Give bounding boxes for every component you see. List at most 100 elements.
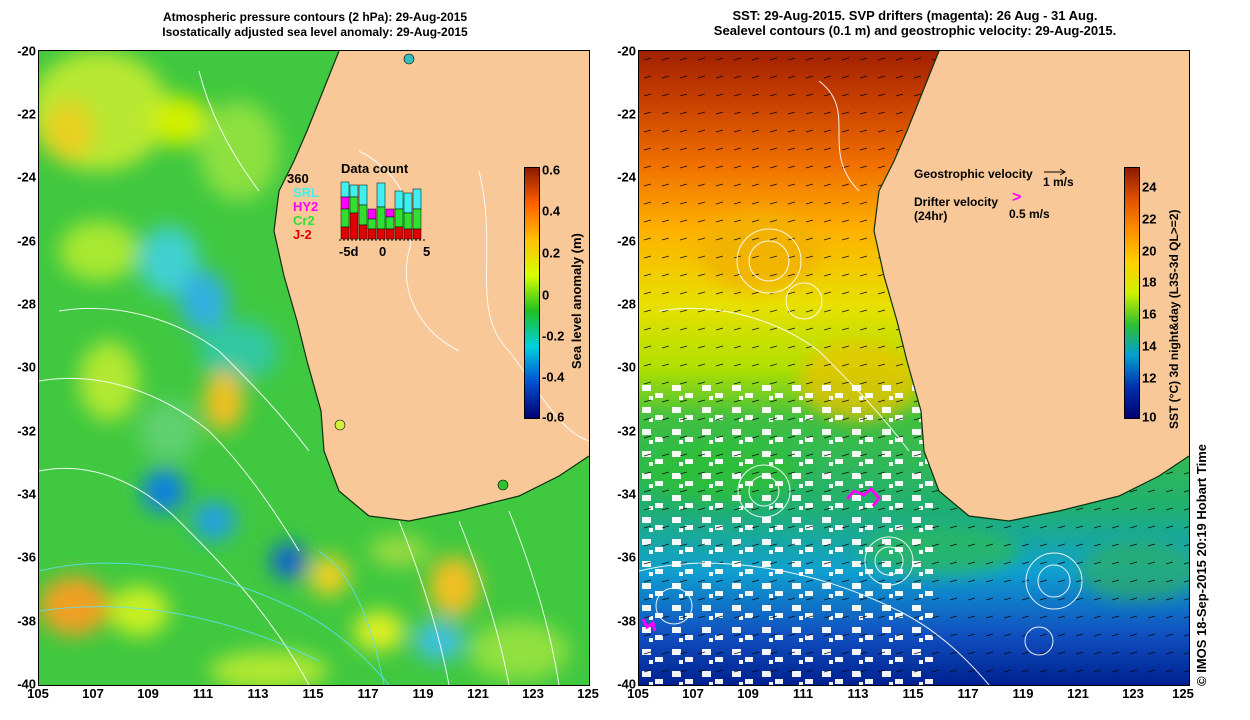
y-tick-left: -28 [17, 296, 36, 312]
sst-colorbar-label: SST (°C) 3d night&day (L3S-3d QL>=2) [1167, 209, 1181, 430]
tide-gauge-marker[interactable] [403, 53, 415, 65]
y-tick-left: -30 [17, 359, 36, 375]
x-tick-right: 113 [847, 686, 869, 701]
sea-level-colorbar [524, 167, 540, 419]
y-tick-right: -36 [617, 549, 636, 565]
x-tick-right: 109 [737, 686, 759, 701]
data-count-tick: 5 [423, 244, 431, 259]
data-count-bars [340, 181, 422, 240]
velocity-scale-arrow-icon [1044, 168, 1066, 176]
australia-landmass [274, 51, 589, 521]
right-map-title: SST: 29-Aug-2015. SVP drifters (magenta)… [640, 8, 1190, 38]
sea-level-colorbar-tick: 0 [542, 287, 550, 303]
cyan-contours [39, 550, 390, 685]
y-tick-left: -26 [17, 233, 36, 249]
y-tick-left: -40 [17, 676, 36, 692]
y-tick-right: -22 [617, 106, 636, 122]
sst-svg [639, 51, 1189, 685]
anomaly-field [39, 51, 569, 685]
y-tick-right: -38 [617, 613, 636, 629]
sst-colorbar-tick: 16 [1142, 306, 1157, 322]
sst-map[interactable]: Geostrophic velocity 1 m/s Drifter veloc… [638, 50, 1190, 686]
y-tick-left: -24 [17, 169, 36, 185]
x-tick-right: 123 [1122, 686, 1144, 701]
x-tick-left: 107 [82, 686, 104, 701]
data-count-title: Data count [341, 161, 409, 176]
sst-colorbar [1124, 167, 1140, 419]
y-tick-right: -24 [617, 169, 636, 185]
sea-level-contours [639, 80, 1083, 685]
sea-level-colorbar-tick: 0.2 [542, 245, 561, 261]
x-tick-right: 125 [1172, 686, 1194, 701]
y-tick-left: -38 [17, 613, 36, 629]
sea-level-colorbar-tick: 0.6 [542, 162, 561, 178]
tide-gauge-marker[interactable] [334, 419, 346, 431]
x-tick-left: 117 [357, 686, 379, 701]
left-title-line1: Atmospheric pressure contours (2 hPa): 2… [162, 10, 468, 24]
x-tick-left: 125 [577, 686, 599, 701]
y-tick-left: -34 [17, 486, 36, 502]
shelf-contour [873, 51, 1189, 522]
mission-label-j2: J-2 [293, 227, 312, 242]
tide-gauge-marker[interactable] [497, 479, 509, 491]
right-title-line1: SST: 29-Aug-2015. SVP drifters (magenta)… [732, 8, 1098, 23]
drifter-track[interactable] [845, 486, 881, 507]
mission-label-hy2: HY2 [293, 199, 319, 214]
sst-colorbar-tick: 18 [1142, 274, 1157, 290]
x-tick-right: 119 [1012, 686, 1034, 701]
data-count-tick: -5d [339, 244, 359, 259]
australia-landmass [874, 51, 1189, 521]
sea-level-colorbar-tick: -0.6 [542, 409, 565, 425]
drifter-track[interactable] [641, 618, 657, 632]
y-tick-left: -36 [17, 549, 36, 565]
mission-label-srl: SRL [293, 185, 319, 200]
drifter-velocity-period: (24hr) [914, 209, 948, 223]
imos-credit: © IMOS 18-Sep-2015 20:19 Hobart Time [1194, 444, 1209, 686]
sea-level-colorbar-tick: -0.4 [542, 369, 565, 385]
x-tick-right: 105 [627, 686, 649, 701]
sst-colorbar-tick: 20 [1142, 243, 1157, 259]
x-tick-right: 117 [957, 686, 979, 701]
sst-colorbar-tick: 14 [1142, 338, 1157, 354]
sea-level-colorbar-tick: -0.2 [542, 328, 565, 344]
sea-level-anomaly-svg [39, 51, 589, 685]
left-title-line2: Isostatically adjusted sea level anomaly… [162, 25, 468, 39]
sst-colorbar-tick: 22 [1142, 211, 1157, 227]
drifter-velocity-label: Drifter velocity [914, 195, 999, 209]
data-count-tick: 0 [379, 244, 387, 259]
x-tick-right: 107 [682, 686, 704, 701]
y-tick-right: -34 [617, 486, 636, 502]
x-tick-right: 115 [902, 686, 924, 701]
x-tick-left: 121 [467, 686, 489, 701]
x-tick-left: 111 [192, 686, 214, 701]
x-tick-left: 113 [247, 686, 269, 701]
sst-colorbar-tick: 24 [1142, 179, 1157, 195]
y-tick-left: -20 [17, 43, 36, 59]
y-tick-right: -28 [617, 296, 636, 312]
sea-level-colorbar-tick: 0.4 [542, 203, 561, 219]
sea-level-colorbar-label: Sea level anomaly (m) [569, 233, 584, 369]
x-tick-left: 119 [412, 686, 434, 701]
y-tick-left: -32 [17, 423, 36, 439]
drifter-velocity-arrow-icon: > [1012, 189, 1022, 206]
sea-level-anomaly-map[interactable]: Data count 360 SRL HY2 Cr2 J-2 [38, 50, 590, 686]
mission-label-cr2: Cr2 [293, 213, 315, 228]
x-tick-right: 121 [1067, 686, 1089, 701]
sst-colorbar-tick: 12 [1142, 370, 1157, 386]
x-tick-left: 105 [27, 686, 49, 701]
pressure-contours [39, 70, 589, 685]
sst-colorbar-tick: 10 [1142, 409, 1157, 425]
data-count-chart [339, 181, 425, 241]
y-tick-right: -40 [617, 676, 636, 692]
x-tick-right: 111 [792, 686, 814, 701]
y-tick-right: -32 [617, 423, 636, 439]
x-tick-left: 115 [302, 686, 324, 701]
data-count-max: 360 [287, 171, 309, 186]
x-tick-left: 109 [137, 686, 159, 701]
geostrophic-velocity-label: Geostrophic velocity [914, 167, 1033, 181]
x-tick-left: 123 [522, 686, 544, 701]
y-tick-right: -20 [617, 43, 636, 59]
y-tick-right: -30 [617, 359, 636, 375]
shelf-contour [273, 51, 589, 522]
drifter-velocity-scale: 0.5 m/s [1009, 207, 1050, 221]
